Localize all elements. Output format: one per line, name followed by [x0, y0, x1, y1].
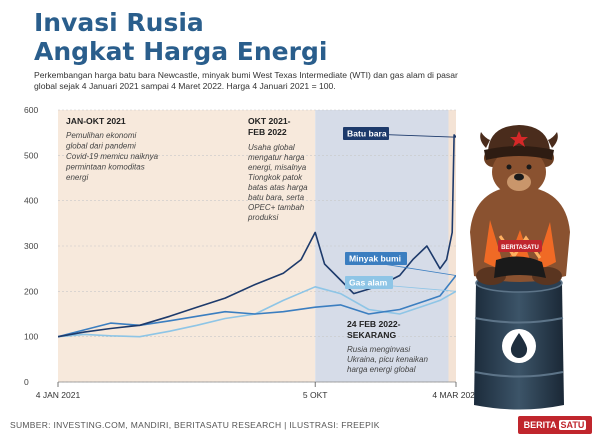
period-2-text: batas atas harga [248, 183, 308, 192]
series-label-bg [345, 252, 407, 265]
series-line-minyak-bumi [58, 275, 456, 338]
period-2-title: OKT 2021- [248, 116, 291, 126]
period-1-text: permintaan komoditas [65, 163, 145, 172]
chart-subtitle: Perkembangan harga batu bara Newcastle, … [34, 70, 458, 91]
series-label-bg [345, 276, 393, 289]
y-tick-label: 0 [24, 377, 29, 387]
period-1-title: JAN-OKT 2021 [66, 116, 126, 126]
series-label-bg [343, 127, 389, 140]
y-tick-label: 500 [24, 150, 38, 160]
period-1-text: energi [66, 173, 88, 182]
bear-barrel-illustration: BERITASATU [470, 125, 570, 410]
y-tick-label: 200 [24, 286, 38, 296]
period-2-text: Usaha global [248, 143, 295, 152]
period-2-text: OPEC+ tambah [248, 203, 305, 212]
period-2-text: energi, misalnya [248, 163, 307, 172]
x-tick-label: 4 MAR 2022 [432, 390, 480, 400]
x-tick-label: 5 OKT [303, 390, 328, 400]
series-label: Batu bara [347, 129, 387, 139]
brand-part2: SATU [558, 420, 587, 430]
series-label: Gas alam [349, 278, 388, 288]
band-feb-2022-sekarang [448, 110, 456, 382]
series-line-gas-alam [58, 285, 456, 338]
y-tick-label: 600 [24, 105, 38, 115]
title-line-2: Angkat Harga Energi [34, 37, 328, 66]
period-2-text: mengatur harga [248, 153, 305, 162]
period-3-title: 24 FEB 2022- [347, 319, 401, 329]
period-1-text: Covid-19 memicu naiknya [66, 152, 159, 161]
period-3-text: Ukraina, picu kenaikan [347, 355, 428, 364]
brand-part1: BERITA [523, 420, 557, 430]
y-tick-label: 400 [24, 196, 38, 206]
bear-icon: BERITASATU [470, 125, 570, 285]
source-footer: SUMBER: INVESTING.COM, MANDIRI, BERITASA… [10, 420, 380, 430]
period-2-text: produksi [247, 213, 278, 222]
y-tick-label: 100 [24, 332, 38, 342]
series-line-batu-bara [58, 134, 456, 338]
period-1-text: global dari pandemi [66, 142, 136, 151]
x-tick-label: 4 JAN 2021 [36, 390, 81, 400]
series-label: Minyak bumi [349, 254, 401, 264]
period-2-text: batu bara, serta [248, 193, 305, 202]
oil-barrel-icon [474, 273, 564, 410]
period-3-text: Rusia menginvasi [347, 345, 410, 354]
bear-shirt-logo: BERITASATU [501, 245, 539, 251]
page-title: Invasi Rusia Angkat Harga Energi [34, 8, 327, 66]
beritasatu-logo: BERITA SATU [518, 416, 592, 434]
period-3-title: SEKARANG [347, 330, 396, 340]
period-1-text: Pemulihan ekonomi [66, 131, 136, 140]
period-3-text: harga energi global [347, 365, 416, 374]
period-2-text: Tiongkok patok [248, 173, 303, 182]
title-line-1: Invasi Rusia [34, 8, 204, 37]
y-tick-label: 300 [24, 241, 38, 251]
period-2-title: FEB 2022 [248, 127, 287, 137]
